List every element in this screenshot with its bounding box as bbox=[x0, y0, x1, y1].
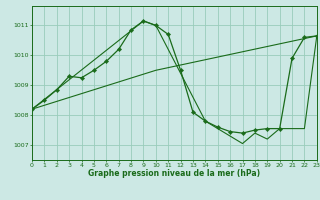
X-axis label: Graphe pression niveau de la mer (hPa): Graphe pression niveau de la mer (hPa) bbox=[88, 169, 260, 178]
